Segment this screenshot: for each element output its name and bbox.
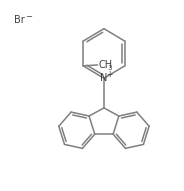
Text: N: N bbox=[100, 73, 108, 83]
Text: +: + bbox=[106, 70, 112, 79]
Text: 3: 3 bbox=[108, 65, 112, 71]
Text: Br: Br bbox=[14, 15, 24, 25]
Text: CH: CH bbox=[98, 60, 112, 70]
Text: −: − bbox=[25, 12, 32, 21]
